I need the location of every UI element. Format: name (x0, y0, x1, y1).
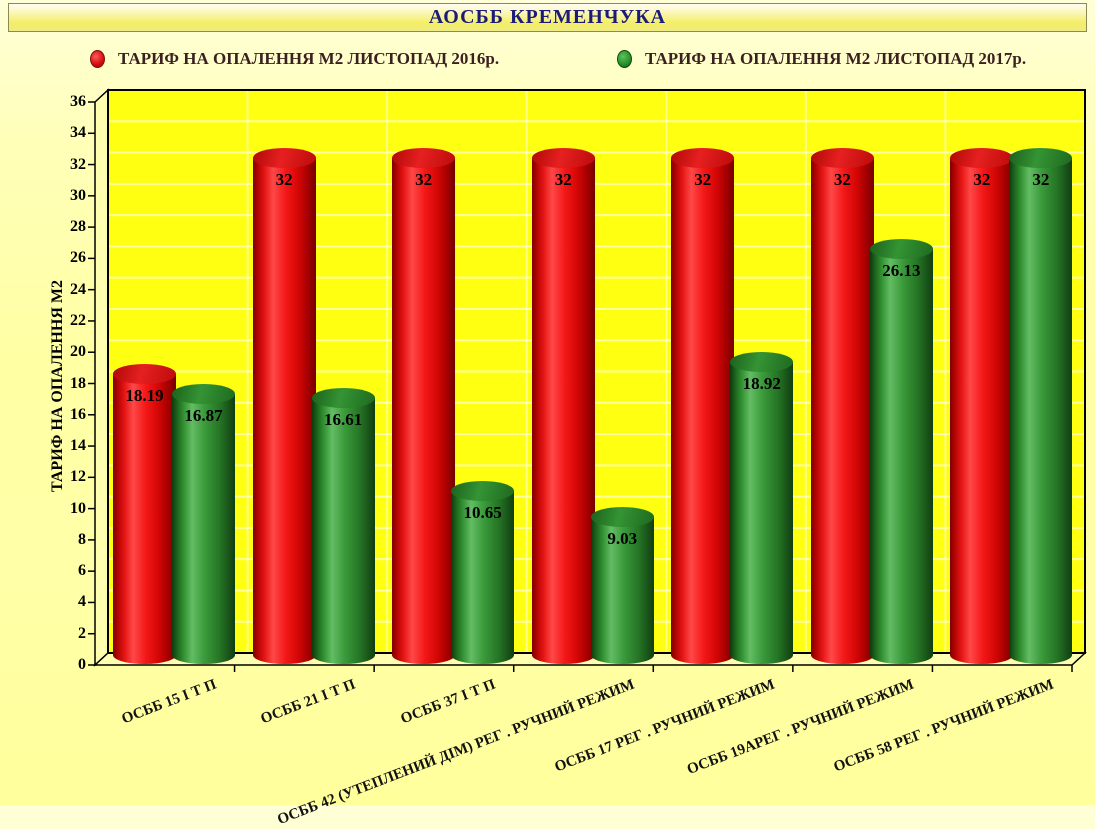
bar-red-cat1: 18.19 (113, 363, 176, 664)
bar-cap (252, 147, 316, 168)
bar-red-cat7: 32 (950, 147, 1014, 664)
bar-cap (451, 481, 515, 502)
bar-body (1009, 157, 1073, 664)
bar-value-label: 32 (415, 169, 433, 189)
bar-green-cat6: 26.13 (869, 239, 933, 664)
bar-value-label: 32 (694, 169, 712, 189)
y-tick-label: 0 (78, 656, 86, 673)
bar-cap (671, 147, 735, 168)
bar-red-cat6: 32 (810, 147, 874, 664)
bar-body (531, 157, 595, 664)
bar-green-cat5: 18.92 (730, 352, 794, 664)
bar-value-label: 9.03 (607, 528, 638, 548)
bar-body (113, 373, 176, 664)
bar-value-label: 32 (1032, 169, 1050, 189)
legend-item-2017: ТАРИФ НА ОПАЛЕННЯ М2 ЛИСТОПАД 2017р. (617, 48, 1026, 70)
bar-body (869, 249, 933, 664)
bar-cap (392, 147, 456, 168)
y-tick-label: 8 (78, 530, 86, 548)
bar-cap (730, 352, 794, 373)
bar-body (451, 491, 515, 664)
legend-item-2016: ТАРИФ НА ОПАЛЕННЯ М2 ЛИСТОПАД 2016р. (90, 48, 499, 70)
bar-cap (950, 147, 1014, 168)
bar-value-label: 18.92 (742, 374, 781, 394)
legend-marker-2017-icon (617, 50, 632, 68)
y-tick-label: 30 (70, 186, 86, 204)
bar-red-cat3: 32 (392, 147, 456, 664)
bar-body (252, 157, 316, 664)
bar-green-cat1: 16.87 (172, 384, 235, 664)
y-tick-label: 34 (70, 124, 86, 142)
bar-cap (1009, 147, 1073, 168)
y-tick-label: 24 (70, 280, 86, 298)
bar-cap (172, 384, 235, 405)
bar-green-cat4: 9.03 (590, 506, 654, 664)
bar-cap (531, 147, 595, 168)
bar-value-label: 16.61 (323, 410, 363, 430)
bar-body (590, 516, 654, 664)
bar-body (311, 398, 375, 664)
legend-marker-2016-icon (90, 50, 105, 68)
bar-value-label: 16.87 (184, 406, 223, 426)
bar-body (950, 157, 1014, 664)
y-tick-label: 28 (70, 218, 86, 236)
bar-green-cat7: 32 (1009, 147, 1073, 664)
bar-value-label: 18.19 (125, 385, 164, 405)
bar-cap (590, 506, 654, 527)
y-tick-label: 26 (70, 249, 86, 267)
bar-green-cat2: 16.61 (311, 388, 375, 664)
bar-value-label: 32 (554, 169, 572, 189)
y-tick-label: 12 (70, 468, 86, 486)
y-tick-label: 4 (78, 593, 86, 611)
bar-red-cat4: 32 (531, 147, 595, 664)
y-tick-label: 16 (70, 405, 86, 423)
y-tick-label: 36 (70, 93, 86, 110)
chart-title: АОСББ КРЕМЕНЧУКА (428, 6, 667, 28)
legend-label-2017: ТАРИФ НА ОПАЛЕННЯ М2 ЛИСТОПАД 2017р. (645, 49, 1027, 68)
bar-value-label: 10.65 (463, 503, 502, 523)
bar-cap (311, 388, 375, 409)
bar-red-cat2: 32 (252, 147, 316, 664)
chart-title-band: АОСББ КРЕМЕНЧУКА (8, 3, 1087, 32)
legend-label-2016: ТАРИФ НА ОПАЛЕННЯ М2 ЛИСТОПАД 2016р. (118, 49, 500, 68)
bar-body (810, 157, 874, 664)
bar-body (730, 362, 794, 664)
bar-value-label: 32 (833, 169, 851, 189)
bar-cap (810, 147, 874, 168)
y-tick-label: 10 (70, 499, 86, 517)
y-tick-label: 20 (70, 343, 86, 361)
y-tick-label: 6 (78, 562, 86, 580)
bar-green-cat3: 10.65 (451, 481, 515, 664)
bar-value-label: 32 (973, 169, 991, 189)
y-tick-label: 32 (70, 155, 86, 173)
y-tick-label: 22 (70, 311, 86, 329)
y-tick-label: 18 (70, 374, 86, 392)
y-tick-label: 2 (78, 624, 86, 642)
bar-value-label: 32 (275, 169, 293, 189)
bar-body (392, 157, 456, 664)
bar-value-label: 26.13 (882, 261, 921, 281)
bar-cap (113, 363, 176, 384)
y-tick-label: 14 (70, 437, 86, 455)
bar-body (671, 157, 735, 664)
bar-red-cat5: 32 (671, 147, 735, 664)
plot-side-wall (94, 88, 109, 667)
bar-cap (869, 239, 933, 260)
bar-body (172, 394, 235, 664)
